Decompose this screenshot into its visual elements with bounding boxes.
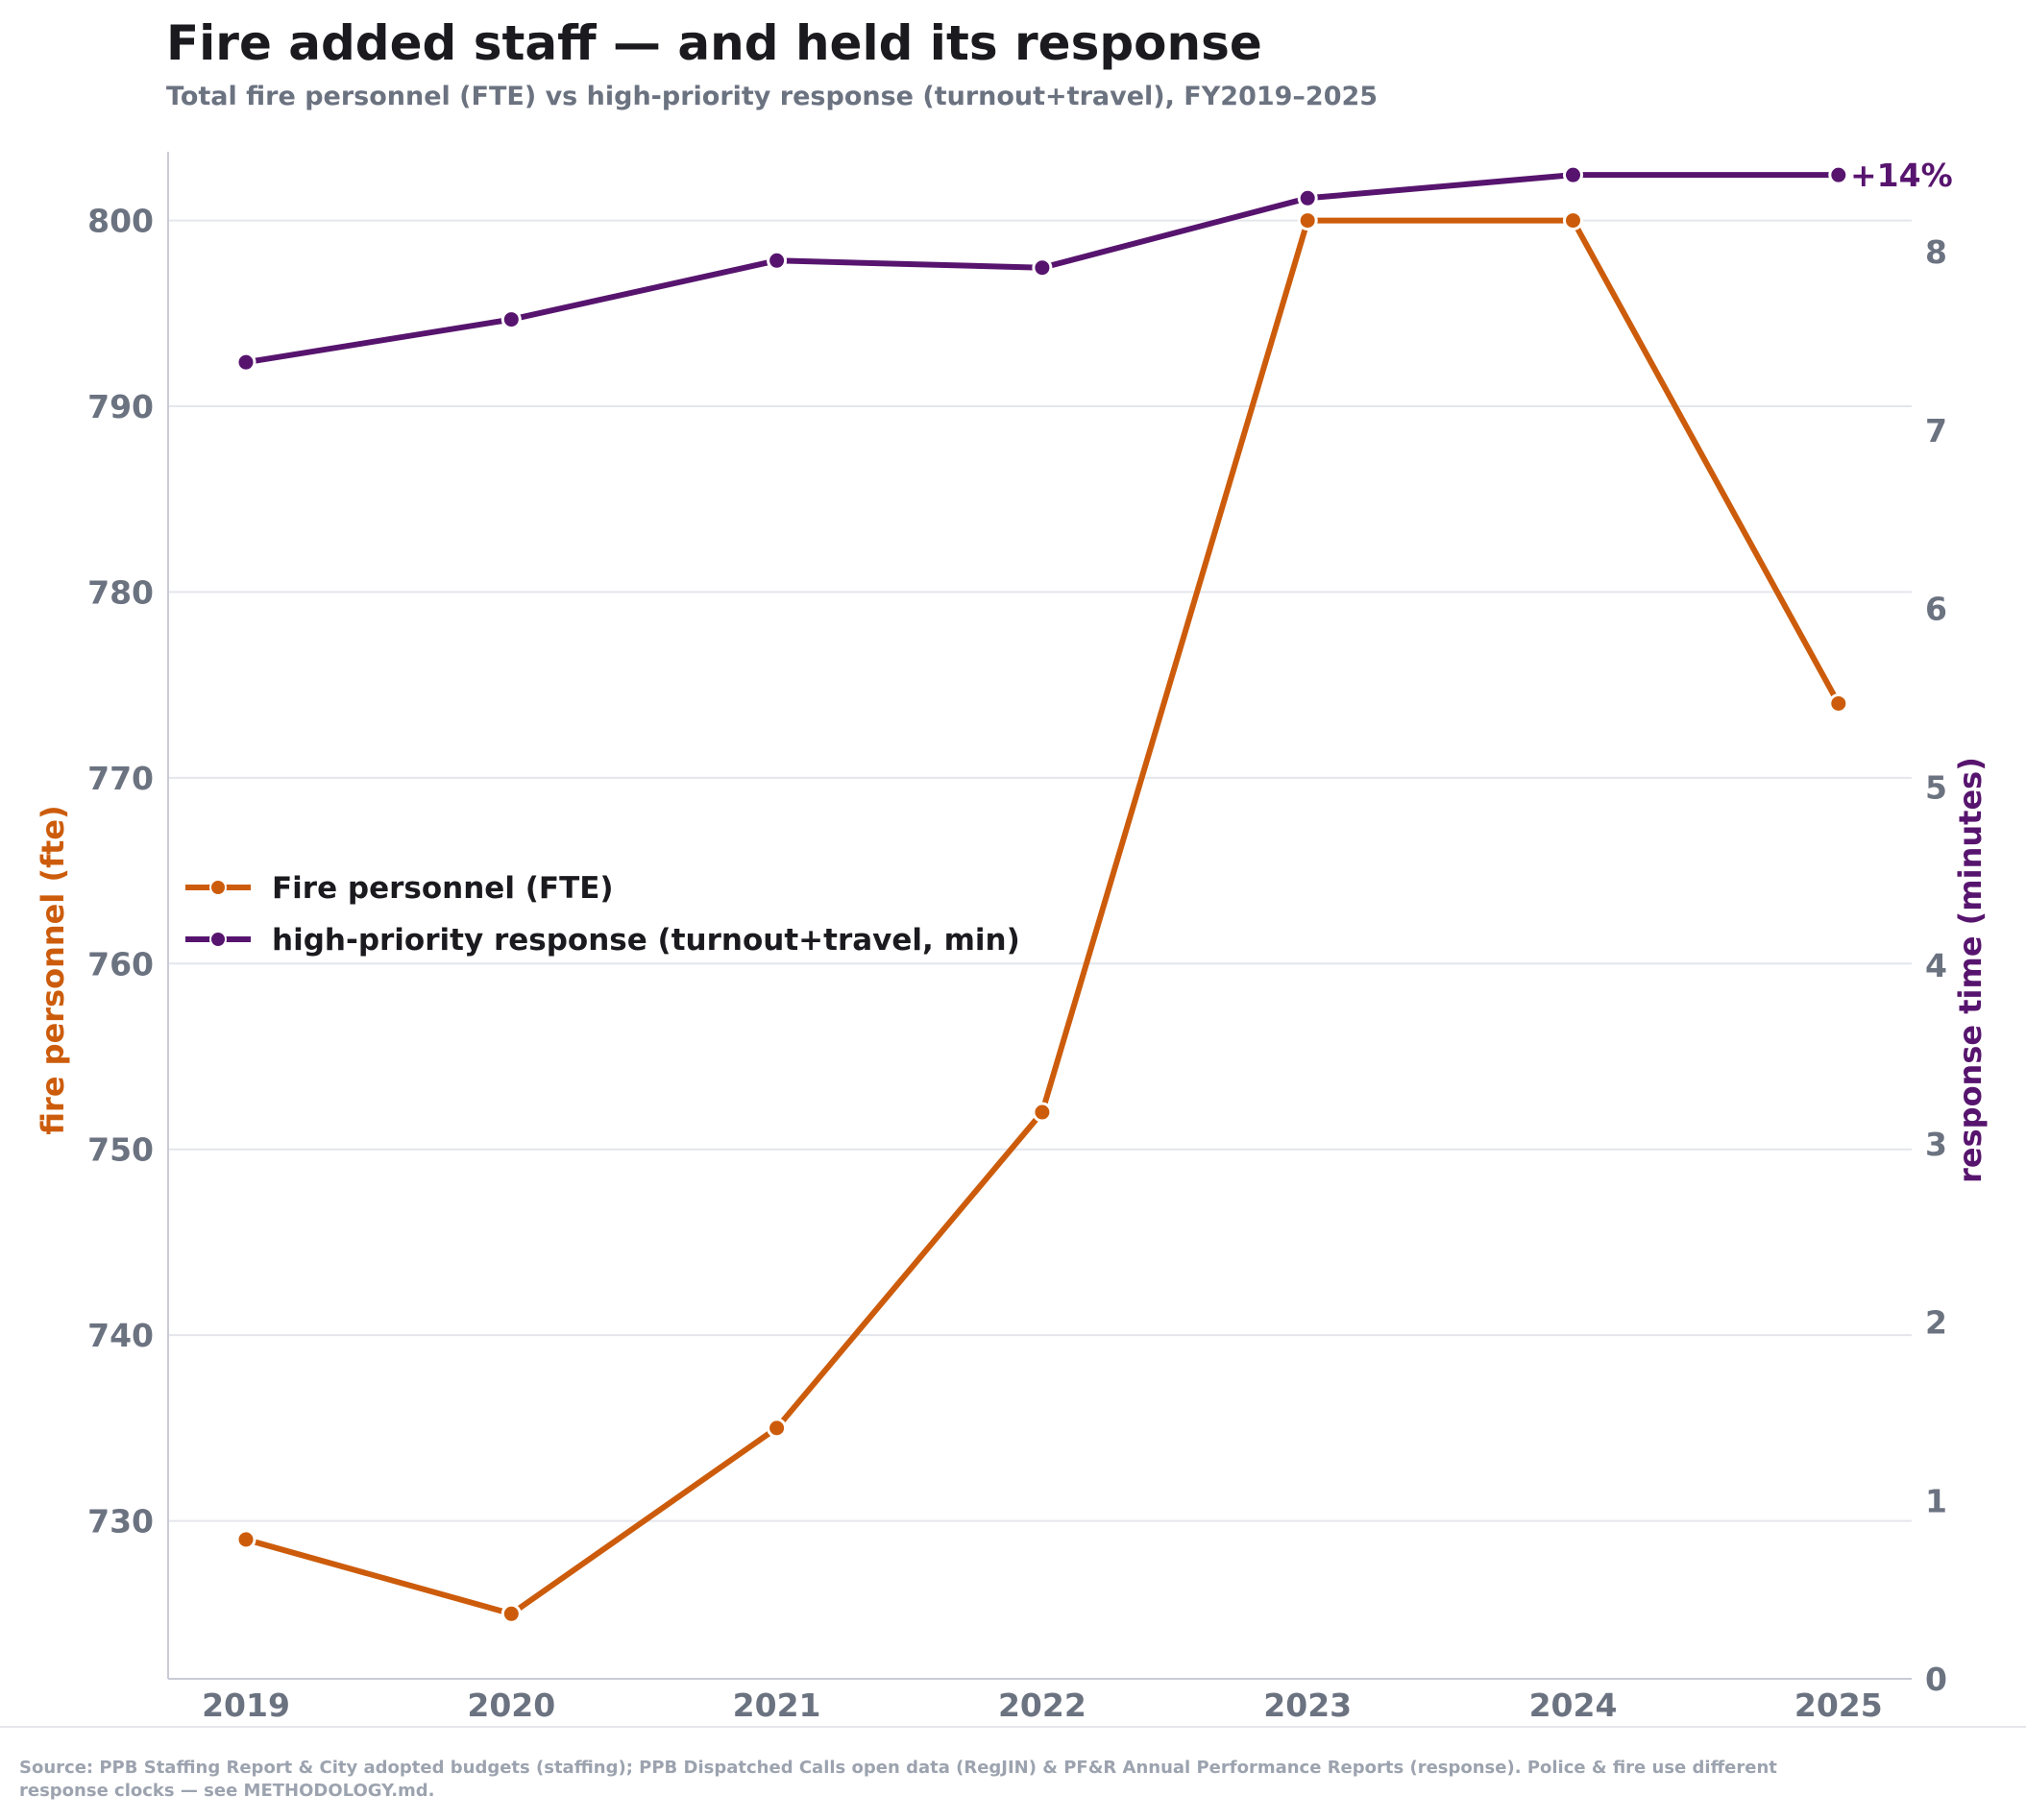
legend-marker-response-time — [209, 931, 227, 948]
right-tick-label: 0 — [1925, 1661, 1947, 1698]
right-tick-label: 5 — [1925, 768, 1947, 806]
chart-title: Fire added staff — and held its response — [166, 15, 1262, 71]
right-axis-title: response time (minutes) — [1952, 757, 1989, 1183]
left-tick-label: 780 — [87, 573, 154, 611]
data-point-fire-personnel[interactable] — [1563, 210, 1583, 231]
right-tick-label: 1 — [1925, 1482, 1947, 1519]
data-point-fire-personnel[interactable] — [500, 1603, 522, 1624]
end-annotation: +14% — [1850, 157, 1953, 194]
data-point-response-time[interactable] — [1297, 187, 1318, 208]
left-tick-label: 790 — [87, 388, 154, 425]
x-tick-label: 2025 — [1794, 1687, 1883, 1724]
left-axis-ticks: 730 740 750 760 770 780 790 800 — [87, 203, 154, 1541]
left-tick-label: 730 — [87, 1503, 154, 1541]
x-tick-label: 2020 — [467, 1687, 555, 1724]
x-tick-label: 2021 — [733, 1687, 821, 1724]
source-note-line-2: response clocks — see METHODOLOGY.md. — [19, 1781, 435, 1801]
series — [235, 164, 1849, 1624]
right-tick-label: 4 — [1925, 947, 1947, 984]
legend-item-response-time[interactable]: high-priority response (turnout+travel, … — [185, 923, 1020, 958]
data-point-fire-personnel[interactable] — [1032, 1102, 1053, 1123]
left-tick-label: 760 — [87, 945, 154, 983]
left-tick-label: 800 — [87, 203, 154, 240]
data-point-response-time[interactable] — [1032, 257, 1053, 279]
left-axis-title: fire personnel (fte) — [35, 805, 71, 1134]
data-point-response-time[interactable] — [767, 250, 788, 271]
data-point-response-time[interactable] — [500, 309, 522, 330]
chart-subtitle: Total fire personnel (FTE) vs high-prior… — [166, 82, 1378, 111]
left-tick-label: 750 — [87, 1131, 154, 1169]
x-tick-label: 2024 — [1529, 1687, 1618, 1724]
right-axis-ticks: 0 1 2 3 4 5 6 7 8 — [1925, 233, 1947, 1698]
x-tick-label: 2019 — [202, 1687, 290, 1724]
data-point-response-time[interactable] — [1563, 164, 1583, 185]
legend-label-fire-personnel: Fire personnel (FTE) — [272, 871, 614, 906]
data-point-response-time[interactable] — [235, 352, 256, 373]
data-point-fire-personnel[interactable] — [767, 1418, 788, 1439]
left-tick-label: 770 — [87, 760, 154, 797]
x-tick-label: 2022 — [998, 1687, 1086, 1724]
legend-item-fire-personnel[interactable]: Fire personnel (FTE) — [185, 871, 614, 906]
x-axis-ticks: 2019 2020 2021 2022 2023 2024 2025 — [202, 1687, 1883, 1724]
data-point-fire-personnel[interactable] — [1828, 692, 1849, 714]
right-tick-label: 3 — [1925, 1126, 1947, 1163]
right-tick-label: 2 — [1925, 1304, 1947, 1342]
gridlines — [168, 219, 1912, 1522]
legend: Fire personnel (FTE) high-priority respo… — [185, 871, 1020, 958]
right-tick-label: 6 — [1925, 591, 1947, 628]
x-tick-label: 2023 — [1263, 1687, 1352, 1724]
data-point-response-time[interactable] — [1828, 164, 1849, 185]
right-tick-label: 8 — [1925, 233, 1947, 271]
data-point-fire-personnel[interactable] — [235, 1529, 256, 1550]
source-note-line-1: Source: PPB Staffing Report & City adopt… — [19, 1758, 1777, 1778]
series-line-fire-personnel — [243, 217, 1842, 1617]
right-tick-label: 7 — [1925, 412, 1947, 449]
data-point-fire-personnel[interactable] — [1297, 210, 1318, 231]
legend-marker-fire-personnel — [209, 879, 227, 896]
legend-label-response-time: high-priority response (turnout+travel, … — [272, 923, 1020, 958]
left-tick-label: 740 — [87, 1317, 154, 1354]
